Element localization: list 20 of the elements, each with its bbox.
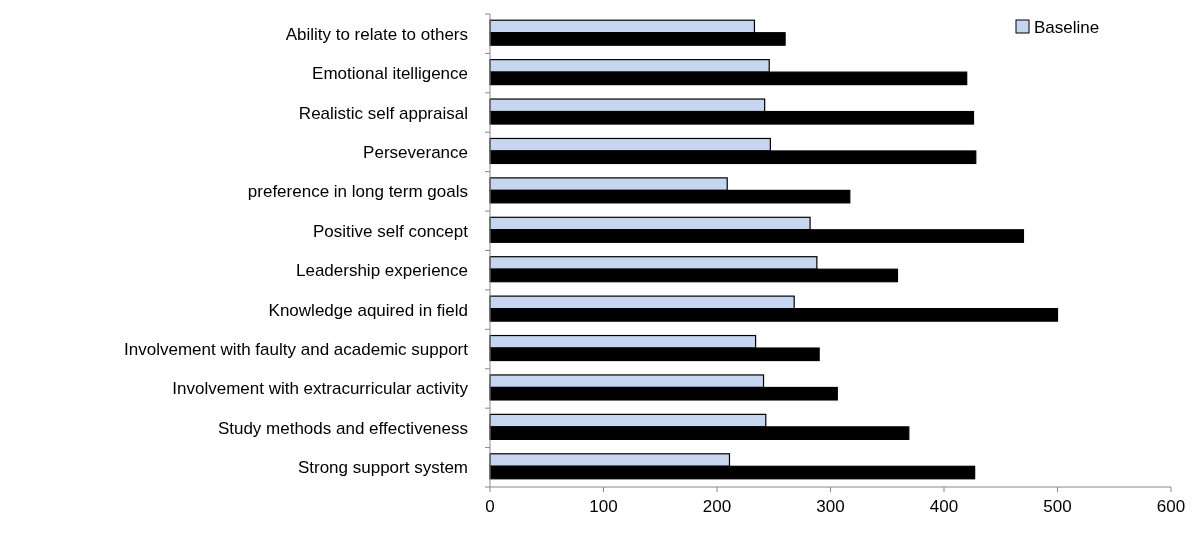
y-tick-label: Involvement with faulty and academic support	[124, 340, 469, 360]
y-tick-label: preference in long term goals	[247, 182, 468, 202]
y-tick-label: Knowledge aquired in field	[268, 300, 468, 320]
y-tick-label: Leadership experience	[295, 261, 468, 281]
x-tick-label: 400	[929, 497, 959, 516]
y-tick-label: Study methods and effectiveness	[217, 418, 468, 438]
legend-label: Baseline	[1034, 18, 1100, 37]
y-tick-label: Ability to relate to others	[285, 24, 468, 44]
y-tick-label: Involvement with extracurricular activity	[172, 379, 469, 399]
x-tick-label: 0	[485, 497, 495, 516]
y-tick-label: Realistic self appraisal	[298, 103, 468, 123]
x-tick-label: 600	[1156, 497, 1186, 516]
x-tick-label: 200	[702, 497, 732, 516]
x-tick-label: 500	[1043, 497, 1072, 516]
y-tick-label: Positive self concept	[313, 221, 469, 241]
x-tick-label: 100	[589, 497, 618, 516]
y-tick-label: Perseverance	[363, 142, 468, 162]
y-tick-label: Emotional itelligence	[312, 64, 468, 84]
x-tick-label: 300	[816, 497, 845, 516]
y-tick-label: Strong support system	[297, 458, 468, 478]
